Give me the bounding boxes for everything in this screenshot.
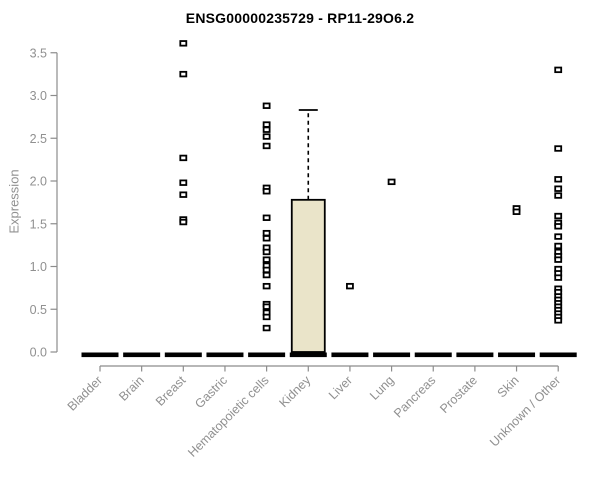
data-point [262, 256, 271, 263]
data-point [179, 154, 188, 162]
median-bar [498, 352, 536, 358]
x-tick-label: Hematopoietic cells [185, 373, 272, 460]
data-point [554, 212, 563, 220]
x-tick-label: Unknown / Other [487, 373, 563, 449]
data-point [554, 223, 563, 230]
data-point [512, 208, 521, 215]
data-point [262, 271, 271, 279]
data-point [554, 66, 563, 74]
data-point [262, 142, 271, 150]
median-bar [164, 352, 202, 358]
data-point [179, 191, 188, 198]
median-bar [414, 352, 452, 358]
data-point [262, 248, 271, 256]
data-point [179, 179, 188, 186]
median-bar [123, 352, 161, 358]
x-tick-label: Pancreas [391, 373, 438, 420]
data-point [554, 317, 563, 324]
data-point [262, 282, 271, 290]
data-point [554, 256, 563, 263]
data-point [262, 214, 271, 221]
x-tick-label: Prostate [437, 373, 480, 416]
median-bar [248, 352, 286, 358]
data-point [179, 40, 188, 47]
data-point [262, 102, 271, 109]
data-point [554, 233, 563, 240]
x-tick-label: Kidney [276, 373, 313, 410]
y-tick-label: 2.0 [30, 175, 47, 189]
data-point [179, 218, 188, 226]
y-tick-label: 2.5 [30, 132, 47, 146]
data-point [262, 324, 271, 332]
data-point [262, 313, 271, 321]
data-point [179, 70, 188, 78]
data-point [262, 303, 271, 310]
data-point [262, 229, 271, 237]
y-tick-label: 1.5 [30, 217, 47, 231]
median-bar [331, 352, 369, 358]
data-point [262, 121, 271, 128]
data-point [554, 192, 563, 199]
median-bar [81, 352, 119, 358]
data-point [262, 188, 271, 195]
y-tick-label: 0.0 [30, 346, 47, 360]
data-point [554, 242, 563, 250]
median-bar [289, 352, 327, 358]
data-point [554, 185, 563, 192]
y-tick-label: 1.0 [30, 260, 47, 274]
x-tick-label: Liver [326, 373, 355, 402]
data-point [262, 133, 271, 140]
data-point [262, 266, 271, 274]
median-bar [456, 352, 494, 358]
x-tick-label: Skin [495, 373, 522, 400]
x-tick-label: Gastric [192, 373, 230, 411]
data-point [346, 282, 354, 290]
x-tick-label: Brain [116, 373, 147, 404]
box [290, 198, 326, 353]
y-tick-label: 3.5 [30, 46, 47, 60]
x-tick-label: Breast [153, 373, 189, 409]
x-tick-label: Lung [367, 373, 397, 403]
x-tick-label: Bladder [65, 373, 105, 413]
y-tick-label: 0.5 [30, 303, 47, 317]
data-point [262, 126, 271, 133]
median-bar [206, 352, 244, 358]
data-point [387, 178, 396, 186]
median-bar [539, 352, 577, 358]
data-point [554, 176, 563, 183]
data-point [554, 274, 563, 281]
y-tick-label: 3.0 [30, 89, 47, 103]
median-bar [373, 352, 411, 358]
chart-title: ENSG00000235729 - RP11-29O6.2 [185, 10, 415, 26]
data-point [554, 145, 563, 152]
data-point [262, 235, 271, 242]
